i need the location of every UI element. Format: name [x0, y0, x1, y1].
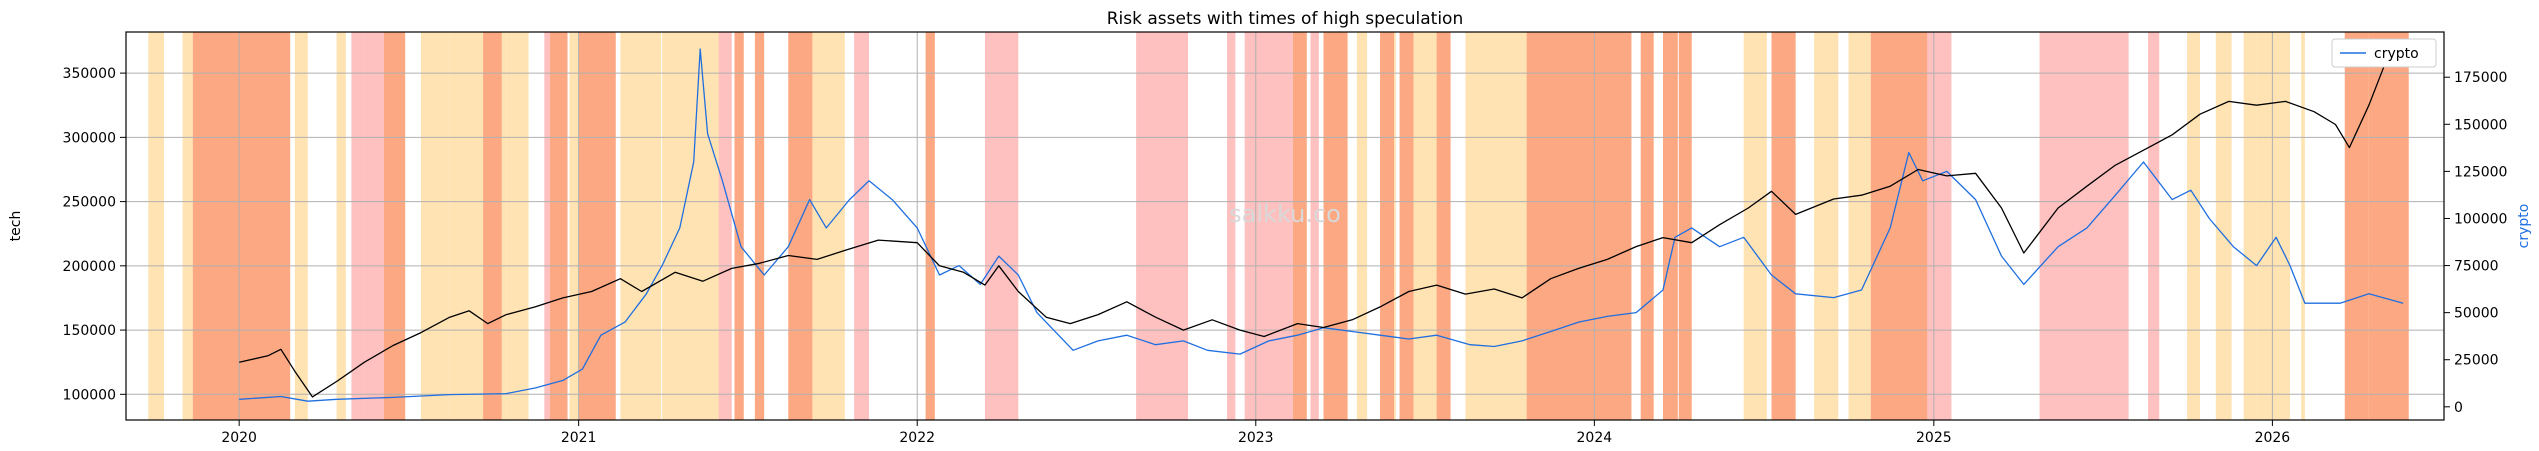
band-red-orange-10: [1323, 32, 1348, 420]
series-line-crypto: [239, 48, 2404, 402]
band-orange-11: [1356, 32, 1368, 420]
plot-frame: [125, 31, 2445, 421]
band-orange-3: [336, 32, 346, 420]
band-pink-7: [1227, 32, 1236, 420]
band-pink-4: [854, 32, 869, 420]
band-orange-8: [620, 32, 662, 420]
band-red-orange-3: [549, 32, 568, 420]
left-tick-label-0: 100000: [63, 387, 116, 403]
band-orange-2: [294, 32, 308, 420]
right-tick-label-3: 75000: [2454, 259, 2499, 275]
series-layer: [239, 46, 2404, 402]
band-orange-18: [2187, 32, 2201, 420]
right-tick-label-2: 50000: [2454, 306, 2499, 322]
band-orange-20: [2243, 32, 2257, 420]
x-tick-label-4: 2024: [1577, 430, 1613, 446]
band-red-orange-6: [754, 32, 765, 420]
left-tick-label-5: 350000: [63, 66, 116, 82]
x-tick-label-2: 2022: [899, 430, 935, 446]
left-tick-label-4: 300000: [63, 130, 116, 146]
band-red-orange-8: [925, 32, 935, 420]
band-red-orange-20: [2344, 32, 2369, 420]
band-orange-0: [148, 32, 165, 420]
band-red-orange-9: [1292, 32, 1307, 420]
chart-title: Risk assets with times of high speculati…: [1107, 9, 1464, 29]
band-orange-15: [1743, 32, 1767, 420]
band-red-orange-19: [1870, 32, 1928, 420]
legend-label-crypto: crypto: [2374, 46, 2419, 62]
band-red-orange-21: [2368, 32, 2409, 420]
band-pink-9: [1310, 32, 1319, 420]
band-red-orange-1: [383, 32, 406, 420]
band-orange-14: [1465, 32, 1527, 420]
band-red-orange-7: [788, 32, 813, 420]
speculation-bands: [148, 32, 2409, 420]
left-axis-label: tech: [8, 211, 24, 242]
left-tick-label-2: 200000: [63, 259, 116, 275]
left-axis: 100000 150000 200000 250000 300000 350000: [63, 66, 126, 403]
legend-box: [2331, 38, 2437, 68]
right-tick-label-0: 0: [2454, 400, 2463, 416]
band-pink-1: [364, 32, 384, 420]
band-orange-1: [182, 32, 193, 420]
x-tick-label-1: 2021: [561, 430, 597, 446]
band-pink-8: [1244, 32, 1293, 420]
right-tick-label-6: 150000: [2454, 117, 2507, 133]
band-orange-16: [1814, 32, 1839, 420]
band-pink-6: [1136, 32, 1189, 420]
band-red-orange-13: [1436, 32, 1451, 420]
right-axis: 0 25000 50000 75000 100000 125000 150000 175000: [2444, 70, 2507, 416]
band-orange-21: [2256, 32, 2291, 420]
left-tick-label-1: 150000: [63, 323, 116, 339]
band-red-orange-5: [734, 32, 744, 420]
band-red-orange-2: [483, 32, 502, 420]
x-tick-label-5: 2025: [1916, 430, 1952, 446]
x-tick-label-3: 2023: [1238, 430, 1274, 446]
gridlines: [126, 32, 2444, 420]
left-tick-label-3: 250000: [63, 195, 116, 211]
band-orange-17: [1848, 32, 1871, 420]
band-red-orange-14: [1526, 32, 1632, 420]
x-tick-label-0: 2020: [221, 430, 257, 446]
series-line-tech: [239, 46, 2404, 398]
right-axis-label: crypto: [2516, 204, 2532, 249]
band-red-orange-18: [1771, 32, 1796, 420]
band-red-orange-15: [1640, 32, 1654, 420]
band-red-orange-16: [1662, 32, 1678, 420]
band-orange-7: [569, 32, 579, 420]
band-pink-0: [351, 32, 365, 420]
band-pink-10: [1927, 32, 1952, 420]
band-red-orange-11: [1380, 32, 1394, 420]
band-red-orange-4: [578, 32, 616, 420]
band-red-orange-0: [192, 32, 291, 420]
band-pink-3: [718, 32, 732, 420]
right-tick-label-7: 175000: [2454, 70, 2507, 86]
band-red-orange-17: [1678, 32, 1692, 420]
x-axis: 2020 2021 2022 2023 2024 2025 2026: [221, 420, 2290, 446]
band-orange-22: [2301, 32, 2305, 420]
legend: crypto: [2331, 38, 2437, 68]
band-pink-2: [544, 32, 550, 420]
band-red-orange-12: [1399, 32, 1414, 420]
band-pink-11: [2039, 32, 2129, 420]
band-orange-4: [420, 32, 450, 420]
band-pink-12: [2148, 32, 2160, 420]
watermark: salkku.co: [1229, 200, 1341, 228]
right-tick-label-4: 100000: [2454, 211, 2507, 227]
band-orange-6: [506, 32, 529, 420]
right-tick-label-1: 25000: [2454, 353, 2499, 369]
x-tick-label-6: 2026: [2255, 430, 2291, 446]
right-tick-label-5: 125000: [2454, 164, 2507, 180]
band-pink-5: [984, 32, 1019, 420]
band-orange-19: [2215, 32, 2232, 420]
